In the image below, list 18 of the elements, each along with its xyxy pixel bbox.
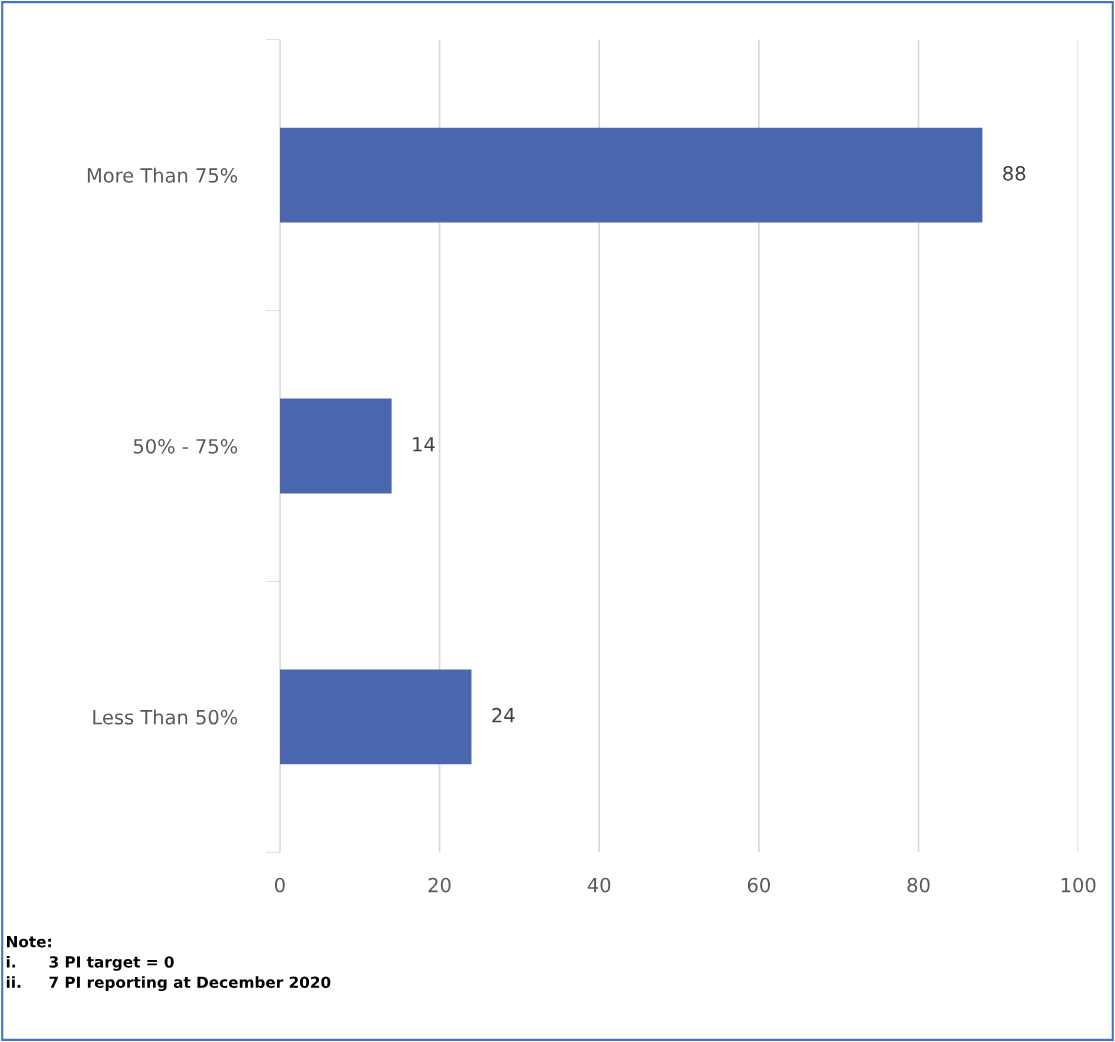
x-tick-label: 100 xyxy=(1061,877,1096,893)
data-label: 14 xyxy=(413,437,435,452)
text: Note: xyxy=(6,936,51,948)
text: ii. 7 PI reporting at December 2020 xyxy=(6,976,331,992)
x-tick-label: 0 xyxy=(274,877,285,893)
data-label: 88 xyxy=(1003,165,1026,181)
bar xyxy=(279,127,983,223)
data-label: 24 xyxy=(492,707,515,723)
x-tick-label: 20 xyxy=(428,877,451,893)
x-tick-label: 80 xyxy=(907,877,930,893)
y-tick-label: More Than 75% xyxy=(87,167,238,183)
x-tick-label: 40 xyxy=(587,877,611,893)
bar xyxy=(279,398,392,494)
y-tick-label: Less Than 50% xyxy=(93,709,238,725)
text: i. 3 PI target = 0 xyxy=(6,955,174,971)
y-tick-label: 50% - 75% xyxy=(133,438,238,454)
bar xyxy=(279,669,472,765)
x-tick-label: 60 xyxy=(747,877,770,893)
